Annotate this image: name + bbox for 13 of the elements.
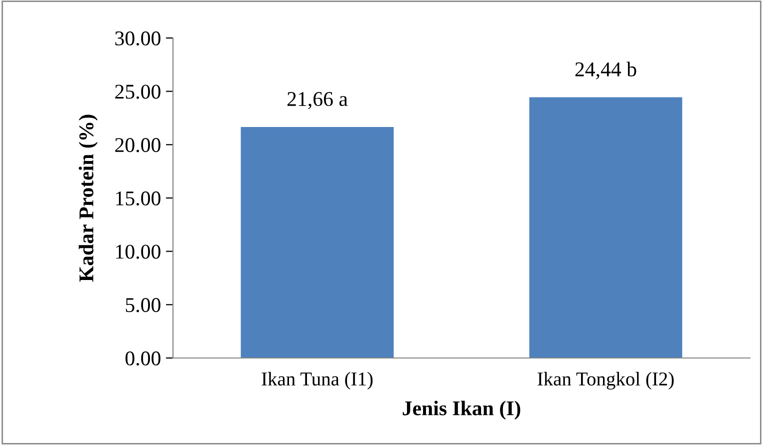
x-axis-title: Jenis Ikan (I) bbox=[402, 400, 520, 420]
data-label: 24,44 b bbox=[575, 62, 636, 80]
y-axis-title: Kadar Protein (%) bbox=[78, 114, 98, 282]
y-tick-label: 30.00 bbox=[115, 31, 160, 46]
y-tick-label: 15.00 bbox=[116, 191, 160, 206]
y-tick-label: 25.00 bbox=[115, 84, 160, 99]
x-tick-label: Ikan Tuna (I1) bbox=[262, 372, 373, 390]
y-tick-label: 0.00 bbox=[126, 351, 160, 366]
y-tick-label: 10.00 bbox=[116, 244, 160, 259]
y-tick-label: 5.00 bbox=[126, 298, 160, 312]
y-tick-label: 20.00 bbox=[115, 138, 160, 152]
data-label: 21,66 a bbox=[288, 92, 348, 110]
x-tick-label: Ikan Tongkol (I2) bbox=[538, 372, 674, 390]
